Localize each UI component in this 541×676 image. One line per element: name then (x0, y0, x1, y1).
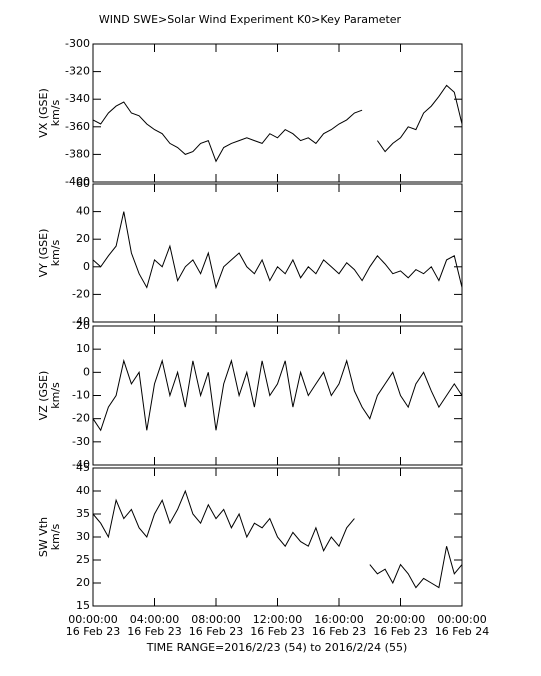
x-tick-label: 00:00:00 (68, 613, 117, 626)
data-line (92, 358, 463, 432)
y-tick-label: 20 (76, 232, 90, 245)
panel-frame (92, 43, 463, 183)
x-axis-label: TIME RANGE=2016/2/23 (54) to 2016/2/24 (… (146, 641, 408, 654)
x-tick-label: 00:00:00 (437, 613, 486, 626)
x-tick-label: 16:00:00 (314, 613, 363, 626)
data-line (92, 489, 463, 589)
x-tick-date: 16 Feb 23 (189, 625, 243, 638)
y-tick-label: -360 (65, 120, 90, 133)
data-line (92, 211, 463, 290)
x-tick-date: 16 Feb 23 (373, 625, 427, 638)
y-axis-unit: km/s (49, 99, 62, 126)
x-tick-label: 20:00:00 (376, 613, 425, 626)
y-tick-label: 0 (83, 260, 90, 273)
y-axis-unit: km/s (49, 239, 62, 266)
y-tick-label: -40 (72, 315, 90, 328)
y-tick-label: -300 (65, 37, 90, 50)
y-tick-label: 60 (76, 177, 90, 190)
y-axis-unit: km/s (49, 382, 62, 409)
y-tick-label: 20 (76, 319, 90, 332)
y-axis-label: VX (GSE) (37, 88, 50, 138)
y-tick-label: -30 (72, 435, 90, 448)
y-tick-label: -20 (72, 412, 90, 425)
y-tick-label: 0 (83, 365, 90, 378)
x-tick-date: 16 Feb 24 (435, 625, 489, 638)
panel-frame (92, 183, 463, 323)
y-axis-unit: km/s (49, 523, 62, 550)
x-tick-label: 04:00:00 (130, 613, 179, 626)
y-tick-label: 25 (76, 553, 90, 566)
y-axis-label: VY (GSE) (37, 229, 50, 278)
x-tick-date: 16 Feb 23 (250, 625, 304, 638)
x-tick-label: 08:00:00 (191, 613, 240, 626)
y-tick-label: -380 (65, 147, 90, 160)
y-axis-label: VZ (GSE) (37, 371, 50, 421)
x-tick-date: 16 Feb 23 (312, 625, 366, 638)
y-tick-label: -320 (65, 65, 90, 78)
panel-frame (92, 325, 463, 466)
x-tick-date: 16 Feb 23 (127, 625, 181, 638)
x-tick-date: 16 Feb 23 (66, 625, 120, 638)
chart-title: WIND SWE>Solar Wind Experiment K0>Key Pa… (99, 13, 402, 26)
y-axis-label: SW Vth (37, 517, 50, 557)
y-tick-label: 20 (76, 576, 90, 589)
y-tick-label: 30 (76, 530, 90, 543)
y-tick-label: 45 (76, 461, 90, 474)
y-tick-label: 10 (76, 342, 90, 355)
x-tick-label: 12:00:00 (253, 613, 302, 626)
y-tick-label: -340 (65, 92, 90, 105)
y-tick-label: -400 (65, 175, 90, 188)
y-tick-label: -10 (72, 389, 90, 402)
data-line (92, 84, 463, 163)
y-tick-label: -20 (72, 287, 90, 300)
y-tick-label: 35 (76, 507, 90, 520)
y-tick-label: 15 (76, 599, 90, 612)
y-tick-label: 40 (76, 484, 90, 497)
y-tick-label: 40 (76, 205, 90, 218)
y-tick-label: -40 (72, 458, 90, 471)
